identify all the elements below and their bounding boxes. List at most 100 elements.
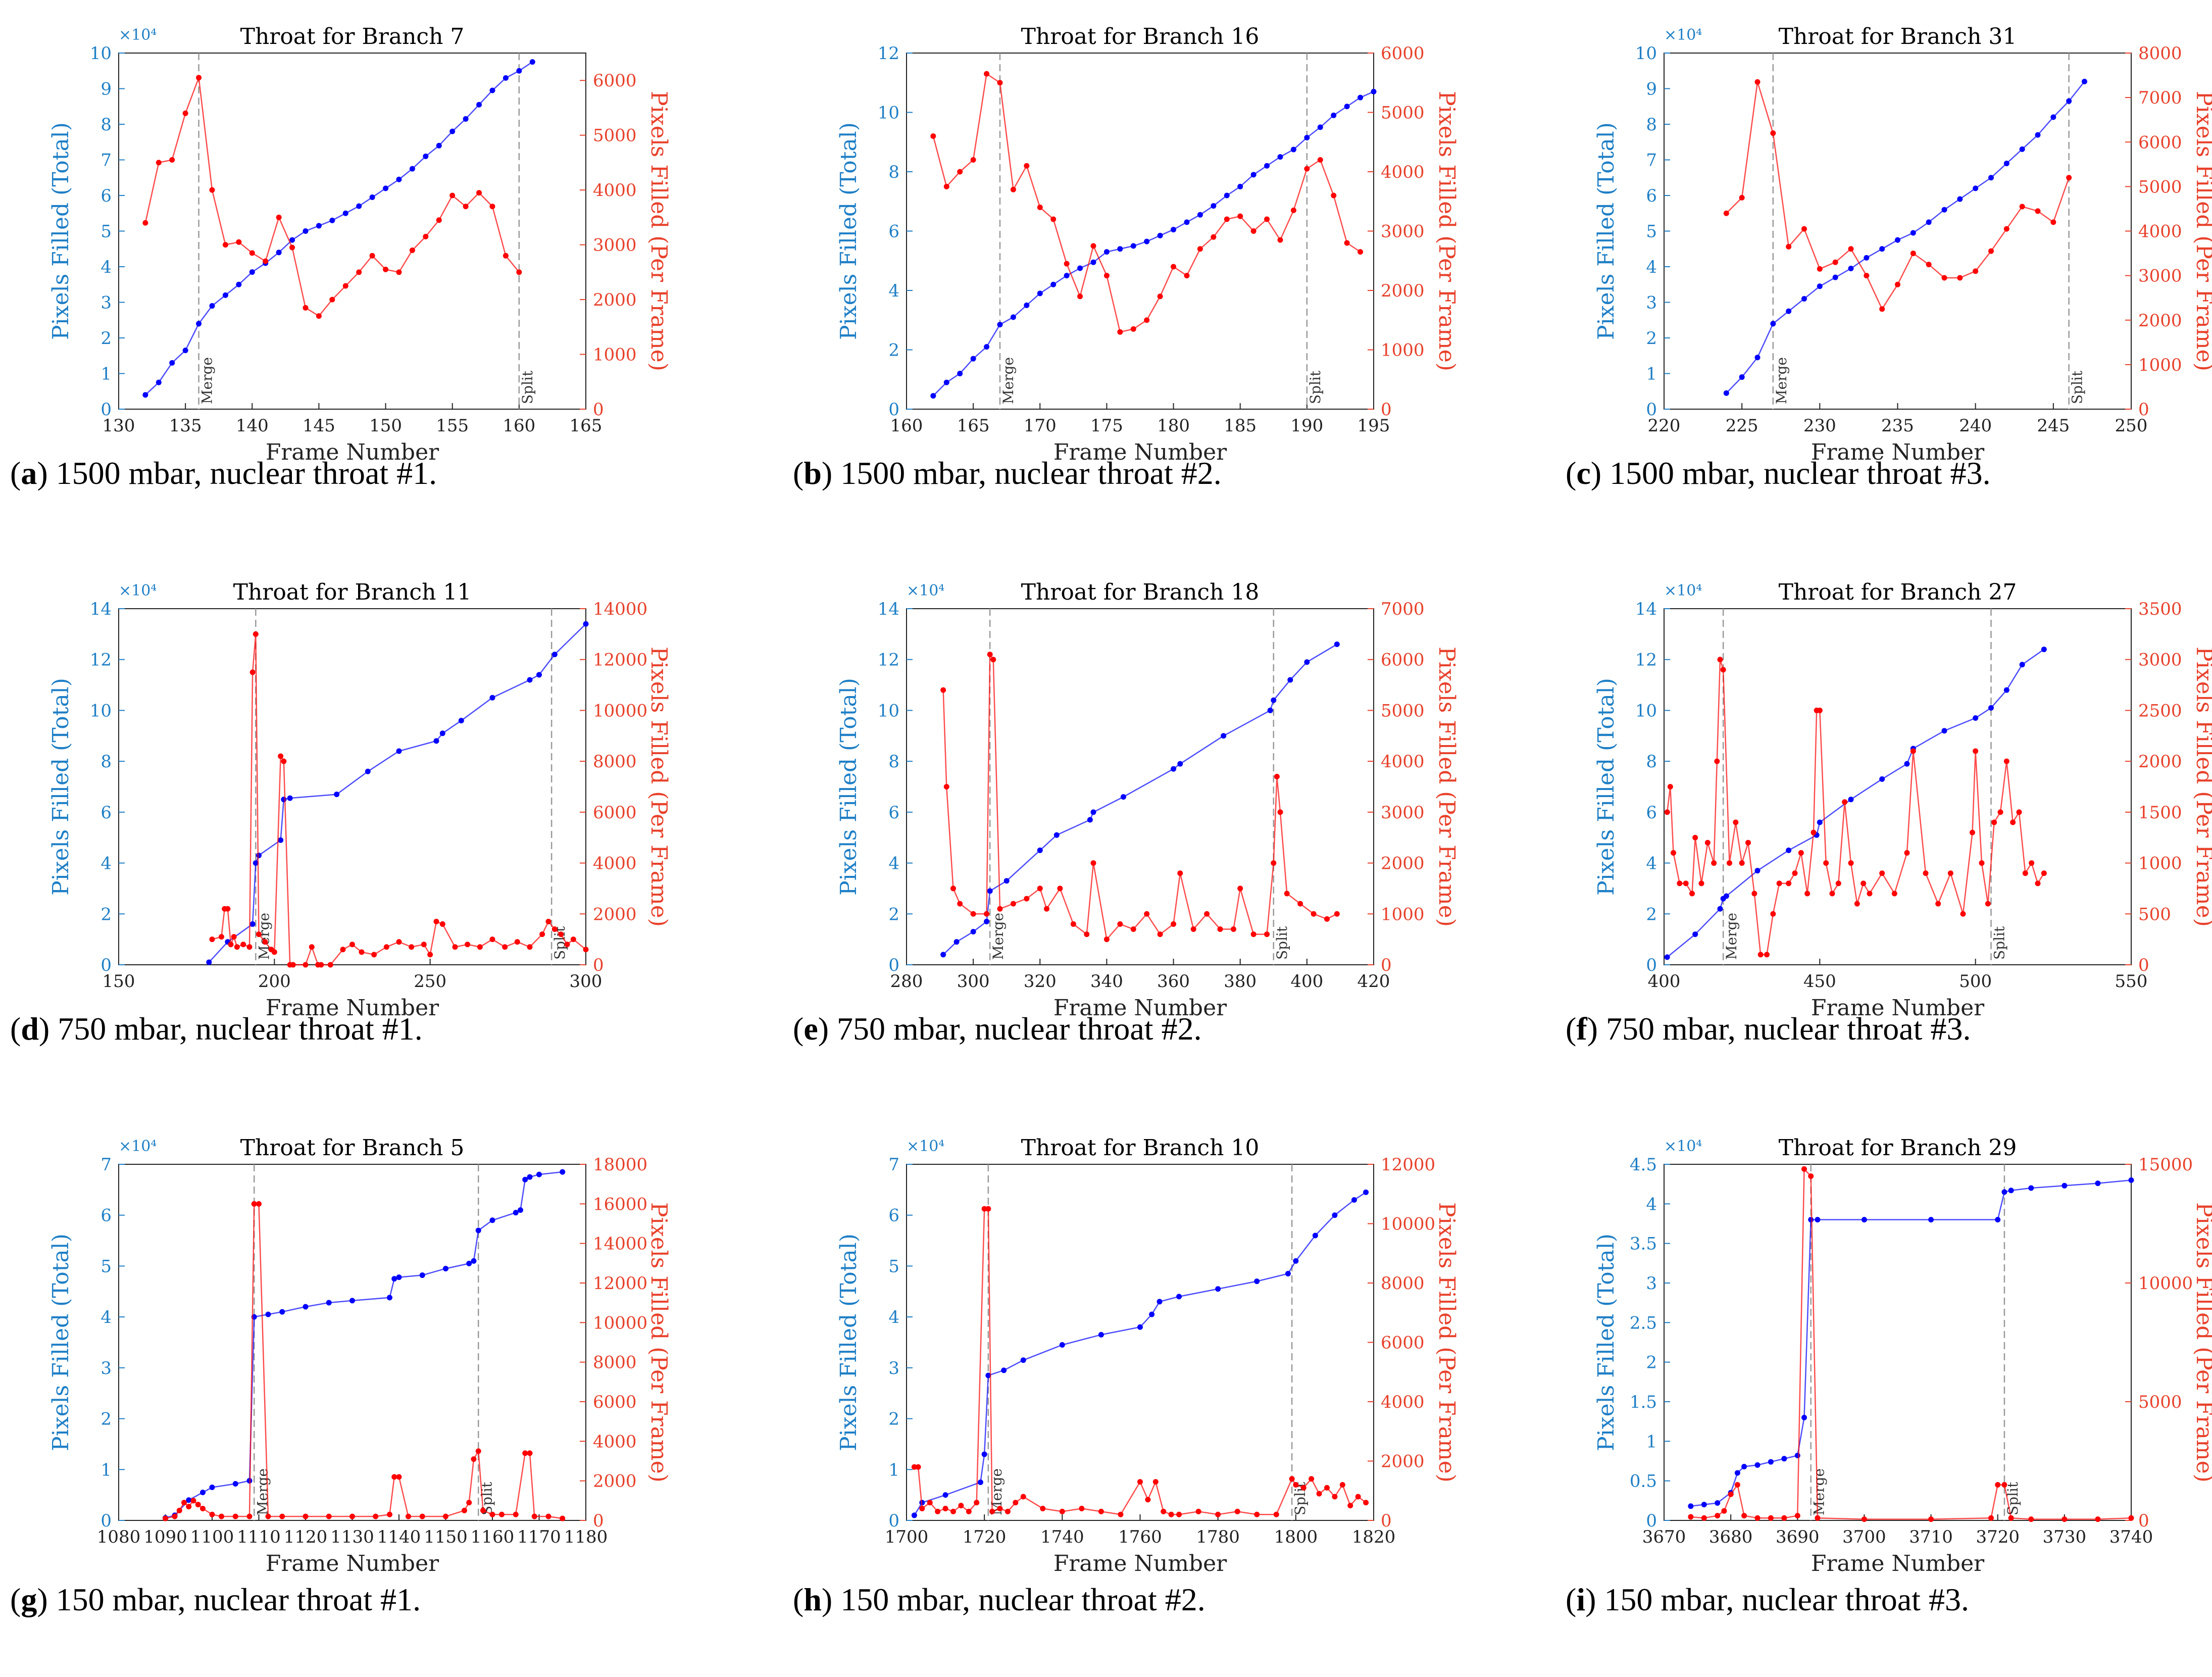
y-right-tick-label: 1000 (2138, 355, 2182, 375)
per-frame-point (2062, 1516, 2068, 1522)
per-frame-point (309, 944, 315, 950)
per-frame-point (1317, 157, 1323, 163)
y-left-tick-label: 6 (888, 803, 899, 823)
per-frame-point (256, 1201, 262, 1207)
total-point (303, 228, 309, 234)
per-frame-point (1290, 207, 1296, 213)
total-point (1087, 817, 1093, 823)
y-right-tick-label: 2500 (2138, 701, 2182, 721)
per-frame-point (1324, 1485, 1330, 1491)
per-frame-point (551, 926, 558, 932)
y-left-axis-label: Pixels Filled (Total) (836, 678, 862, 896)
per-frame-point (1692, 834, 1698, 841)
y-left-axis-label: Pixels Filled (Total) (48, 678, 74, 896)
total-point (2003, 161, 2009, 167)
per-frame-point (436, 217, 442, 223)
y-left-exponent: ×10⁴ (1664, 26, 1702, 44)
per-frame-point (489, 936, 495, 943)
caption-paren-open: ( (793, 1582, 804, 1617)
per-frame-point (1358, 249, 1364, 255)
x-tick-label: 220 (1648, 416, 1681, 436)
per-frame-point (1339, 1482, 1345, 1488)
x-tick-label: 300 (570, 971, 602, 992)
total-point (1734, 1470, 1740, 1476)
per-frame-point (209, 936, 215, 943)
total-point (1926, 219, 1932, 225)
y-right-tick-label: 8000 (1381, 1273, 1425, 1294)
per-frame-point (957, 169, 963, 175)
total-point (536, 1171, 542, 1177)
total-point (1371, 88, 1377, 94)
per-frame-point (240, 942, 246, 948)
total-point (169, 360, 175, 366)
y-right-tick-label: 4000 (593, 180, 637, 201)
y-left-tick-label: 0 (100, 955, 112, 975)
x-tick-label: 450 (1803, 971, 1836, 992)
total-point (209, 303, 215, 309)
caption-paren-open: ( (10, 455, 21, 491)
total-series-line (1726, 81, 2085, 394)
per-frame-point (181, 1500, 187, 1506)
y-left-tick-label: 4 (100, 1307, 112, 1327)
y-left-tick-label: 8 (100, 115, 112, 135)
y-left-tick-label: 8 (888, 752, 899, 772)
total-point (1363, 1189, 1369, 1195)
per-frame-point (265, 1513, 271, 1519)
y-left-exponent: ×10⁴ (907, 582, 944, 600)
chart-title: Throat for Branch 16 (1021, 24, 1260, 50)
total-point (522, 1176, 528, 1182)
total-point (186, 1497, 192, 1503)
y-right-tick-label: 2000 (593, 290, 637, 310)
per-frame-point (1715, 1513, 1721, 1519)
per-frame-point (1215, 1511, 1221, 1517)
per-frame-point (1764, 952, 1770, 958)
chart-panel-throat-for-branch-29: Throat for Branch 29 3670 3680 3690 3700 3710… (1593, 1135, 2212, 1576)
total-point (527, 1174, 533, 1180)
per-frame-point (232, 1513, 238, 1519)
per-frame-point (1197, 246, 1203, 252)
x-tick-label: 1740 (1040, 1527, 1084, 1547)
per-frame-point (1363, 1500, 1369, 1506)
per-frame-point (2035, 208, 2041, 214)
per-frame-point (915, 1464, 921, 1470)
per-frame-point (1798, 850, 1804, 856)
per-frame-point (1879, 306, 1885, 312)
x-tick-label: 3730 (2043, 1527, 2087, 1547)
y-left-tick-label: 6 (100, 186, 112, 206)
total-point (443, 1265, 448, 1271)
y-left-tick-label: 4 (1646, 854, 1657, 874)
total-point (1059, 1342, 1065, 1348)
y-right-tick-label: 2000 (1381, 281, 1425, 301)
per-frame-point (527, 1450, 533, 1456)
total-point (985, 1372, 991, 1378)
y-right-tick-label: 2000 (593, 1471, 637, 1492)
per-frame-point (156, 160, 162, 166)
y-right-tick-label: 2000 (1381, 1452, 1425, 1472)
y-left-axis-label: Pixels Filled (Total) (1593, 678, 1619, 896)
total-point (391, 1276, 397, 1282)
total-point (1848, 266, 1854, 272)
per-frame-point (527, 944, 533, 950)
total-point (529, 59, 535, 65)
per-frame-point (1985, 901, 1991, 907)
per-frame-point (984, 71, 990, 77)
caption-label: f (1576, 1011, 1587, 1047)
per-frame-point (985, 1206, 991, 1212)
caption-h: (h) 150 mbar, nuclear throat #2. (793, 1581, 1205, 1618)
y-left-exponent: ×10⁴ (1664, 582, 1702, 600)
total-point (1271, 697, 1277, 703)
y-left-tick-label: 7 (1646, 151, 1657, 171)
total-point (518, 1207, 523, 1213)
per-frame-point (2010, 819, 2016, 825)
per-frame-point (231, 934, 237, 940)
y-left-tick-label: 3 (888, 1358, 899, 1378)
y-left-tick-label: 10 (878, 103, 899, 123)
y-left-tick-label: 14 (1635, 599, 1657, 619)
plot-area (906, 608, 1374, 965)
y-right-tick-label: 16000 (593, 1194, 647, 1214)
y-right-tick-label: 6000 (593, 1392, 637, 1412)
per-frame-point (1264, 216, 1270, 222)
per-frame-point (318, 962, 324, 968)
per-frame-point (1689, 891, 1695, 897)
y-left-tick-label: 1 (888, 1460, 899, 1480)
